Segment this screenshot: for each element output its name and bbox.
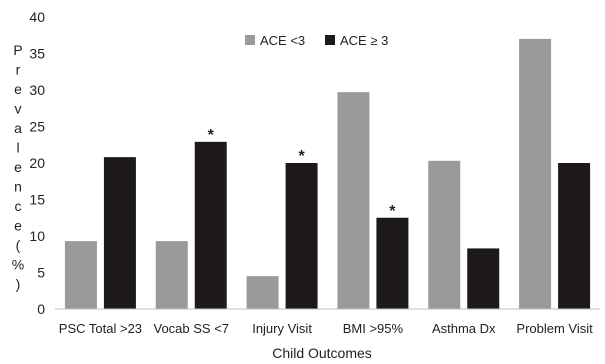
bar-ace-ge3 — [103, 157, 136, 309]
bar-ace-lt3 — [155, 241, 188, 309]
y-axis-label-letter: e — [14, 218, 22, 234]
x-axis-ticks: PSC Total >23 Vocab SS <7 Injury Visit BMI … — [59, 321, 593, 336]
y-axis-label-letter: ) — [16, 276, 21, 292]
y-axis-label-letter: e — [14, 159, 22, 175]
y-axis-label-letter: a — [14, 120, 22, 136]
y-tick-label: 15 — [29, 192, 45, 208]
bar-ace-ge3 — [376, 217, 409, 309]
y-tick-label: 20 — [29, 155, 45, 171]
y-tick-label: 5 — [37, 265, 45, 281]
x-tick-label: BMI >95% — [343, 321, 404, 336]
y-axis-ticks: 0 5 10 15 20 25 30 35 40 — [29, 9, 45, 317]
bar-ace-ge3 — [558, 163, 591, 309]
legend-swatch — [245, 35, 255, 45]
bar-ace-lt3 — [519, 38, 552, 310]
y-axis-label-letter: c — [15, 198, 22, 214]
x-tick-label: PSC Total >23 — [59, 321, 142, 336]
y-tick-label: 10 — [29, 228, 45, 244]
legend-swatch — [325, 35, 335, 45]
x-tick-label: Problem Visit — [516, 321, 593, 336]
y-axis-label-letter: v — [15, 101, 22, 117]
significance-marker: * — [208, 127, 215, 144]
bar-ace-ge3 — [285, 163, 318, 309]
bar-ace-lt3 — [337, 92, 370, 309]
y-tick-label: 0 — [37, 301, 45, 317]
y-axis-label-letter: % — [12, 257, 24, 273]
y-axis-label-letter: e — [14, 81, 22, 97]
significance-marker: * — [389, 203, 396, 220]
legend: ACE <3 ACE ≥ 3 — [245, 33, 388, 48]
x-tick-label: Vocab SS <7 — [153, 321, 229, 336]
y-axis-label-letter: P — [13, 42, 22, 58]
y-tick-label: 40 — [29, 9, 45, 25]
y-axis-label-letter: ( — [16, 237, 21, 253]
bar-ace-ge3 — [194, 141, 227, 309]
x-tick-label: Asthma Dx — [432, 321, 496, 336]
bar-ace-ge3 — [467, 248, 500, 309]
x-axis-label: Child Outcomes — [272, 345, 372, 361]
annotations: * * * — [208, 127, 397, 220]
y-tick-label: 25 — [29, 119, 45, 135]
bars — [64, 38, 591, 310]
y-axis-label-letter: r — [16, 62, 21, 78]
significance-marker: * — [298, 148, 305, 165]
y-tick-label: 35 — [29, 46, 45, 62]
legend-label: ACE ≥ 3 — [340, 33, 388, 48]
y-tick-label: 30 — [29, 82, 45, 98]
y-axis-label-letter: n — [14, 179, 22, 195]
bar-ace-lt3 — [64, 241, 97, 309]
y-axis-label-letter: l — [16, 140, 19, 156]
bar-ace-lt3 — [428, 160, 461, 309]
bar-ace-lt3 — [246, 276, 279, 309]
legend-label: ACE <3 — [260, 33, 305, 48]
x-tick-label: Injury Visit — [252, 321, 312, 336]
